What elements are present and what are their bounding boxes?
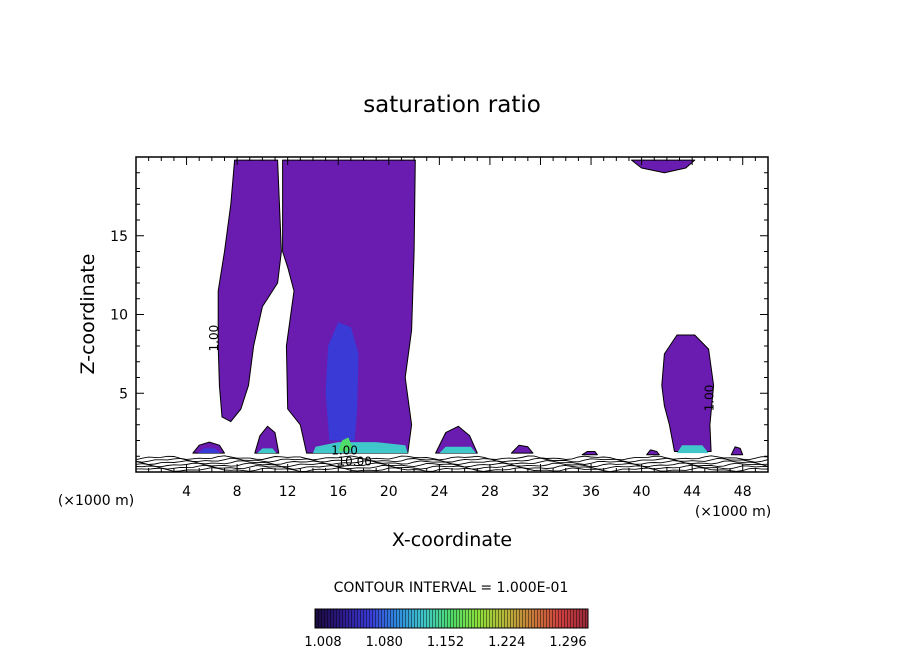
region-right-column xyxy=(282,159,416,454)
x-tick-label: 32 xyxy=(532,484,550,500)
colorbar-tick-label: 1.080 xyxy=(366,635,403,650)
y-axis-ticks: 5 10 15 xyxy=(110,172,768,457)
contour-label: 1.00 xyxy=(207,325,221,352)
colorbar-tick-label: 1.296 xyxy=(549,635,586,650)
x-tick-label: 48 xyxy=(734,484,752,500)
colorbar-frame xyxy=(314,608,589,629)
x-tick-label: 40 xyxy=(633,484,651,500)
region-inner-column-core xyxy=(325,322,359,441)
region-low-cell-36 xyxy=(581,451,598,456)
y-tick-label: 15 xyxy=(110,229,128,245)
contour-label: 1.00 xyxy=(703,385,717,412)
region-main-column xyxy=(217,159,282,423)
x-axis-label: X-coordinate xyxy=(392,529,512,551)
contour-interval-text: CONTOUR INTERVAL = 1.000E-01 xyxy=(334,580,569,596)
x-tick-label: 16 xyxy=(329,484,347,500)
colorbar-tick-label: 1.224 xyxy=(488,635,525,650)
region-base-band-25 xyxy=(439,446,476,454)
x-tick-label: 4 xyxy=(182,484,191,500)
y-tick-label: 10 xyxy=(110,308,128,324)
contour-label: 10.00 xyxy=(337,455,371,469)
surface-contour-line xyxy=(136,455,768,461)
region-low-cell-48 xyxy=(730,446,744,456)
x-unit-left: (×1000 m) xyxy=(58,493,134,509)
x-tick-label: 24 xyxy=(430,484,448,500)
region-right-cell xyxy=(661,334,715,452)
surface-contour-line xyxy=(136,464,768,470)
contour-fill-regions xyxy=(192,159,744,456)
x-axis-ticks: 4 8 12 16 20 24 28 32 36 40 44 48 xyxy=(148,157,756,500)
chart-title: saturation ratio xyxy=(363,92,541,118)
contour-label: 1.00 xyxy=(331,444,358,458)
region-base-band-5 xyxy=(197,448,221,454)
colorbar-tick-label: 1.152 xyxy=(427,635,464,650)
x-tick-label: 36 xyxy=(582,484,600,500)
region-top-right-cap xyxy=(631,159,696,174)
x-tick-label: 20 xyxy=(380,484,398,500)
x-tick-label: 12 xyxy=(279,484,297,500)
x-tick-label: 8 xyxy=(233,484,242,500)
surface-contour-line xyxy=(136,457,768,463)
colorbar-tick-labels: 1.008 1.080 1.152 1.224 1.296 xyxy=(304,635,586,650)
region-low-cell-30 xyxy=(510,444,534,454)
surface-contour-line xyxy=(136,460,768,466)
y-axis-label: Z-coordinate xyxy=(77,254,99,375)
region-low-cell-40 xyxy=(646,449,660,456)
x-tick-label: 44 xyxy=(683,484,701,500)
region-base-spot-16 xyxy=(338,437,353,452)
region-base-band-44 xyxy=(677,445,709,454)
x-tick-label: 28 xyxy=(481,484,499,500)
colorbar-tick-label: 1.008 xyxy=(304,635,341,650)
x-unit-right: (×1000 m) xyxy=(695,504,771,520)
region-base-band-10 xyxy=(257,448,277,454)
region-base-band-main xyxy=(313,442,408,454)
y-tick-label: 5 xyxy=(119,386,128,402)
colorbar-stripes xyxy=(315,609,588,628)
